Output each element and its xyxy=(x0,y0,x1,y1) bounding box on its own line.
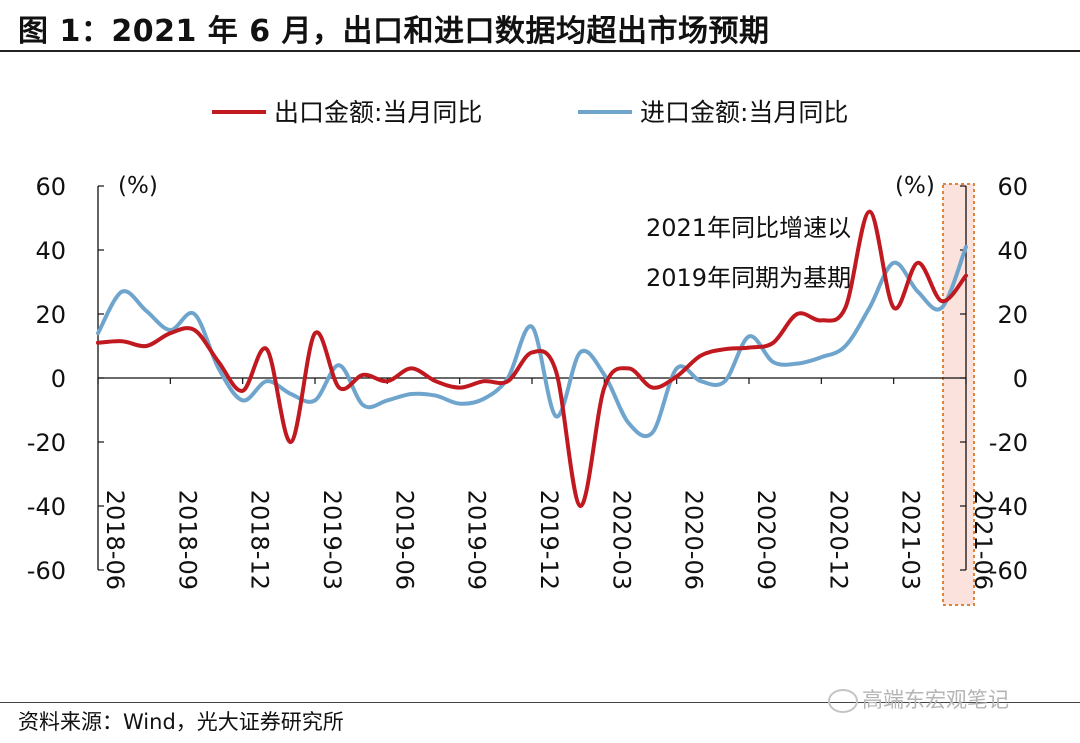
watermark-text: 高端东宏观笔记 xyxy=(862,688,1009,712)
right-y-tick-label: 20 xyxy=(997,301,1028,329)
x-tick-label: 2021-06 xyxy=(969,490,997,590)
x-tick-label: 2019-03 xyxy=(318,490,346,590)
figure-title: 图 1：2021 年 6 月，出口和进口数据均超出市场预期 xyxy=(18,14,770,49)
legend-import-label: 进口金额:当月同比 xyxy=(640,98,848,127)
x-tick-label: 2018-12 xyxy=(246,490,274,590)
right-y-tick-label: 0 xyxy=(1013,365,1028,393)
footer-divider xyxy=(0,702,1080,703)
right-axis-unit: (%) xyxy=(895,173,935,199)
left-axis-unit: (%) xyxy=(118,173,158,199)
x-tick-label: 2020-06 xyxy=(680,490,708,590)
highlight-band xyxy=(942,183,975,606)
left-y-tick-label: -20 xyxy=(27,429,66,457)
x-tick-label: 2020-09 xyxy=(752,490,780,590)
x-tick-label: 2020-03 xyxy=(607,490,635,590)
legend-export-label: 出口金额:当月同比 xyxy=(274,98,482,127)
left-y-tick-label: 20 xyxy=(35,301,66,329)
left-y-tick-label: 0 xyxy=(51,365,66,393)
annotation-line: 2021年同比增速以 xyxy=(646,214,851,242)
right-y-tick-label: -20 xyxy=(989,429,1028,457)
x-tick-label: 2018-06 xyxy=(101,490,129,590)
x-tick-label: 2018-09 xyxy=(173,490,201,590)
right-y-tick-label: 40 xyxy=(997,237,1028,265)
left-y-tick-label: -60 xyxy=(27,557,66,585)
annotation-line: 2019年同期为基期 xyxy=(646,264,851,292)
x-tick-label: 2020-12 xyxy=(824,490,852,590)
left-y-tick-label: 40 xyxy=(35,237,66,265)
import-yoy-line xyxy=(96,244,968,439)
right-y-tick-label: 60 xyxy=(997,173,1028,201)
right-y-tick-label: -60 xyxy=(989,557,1028,585)
export-yoy-line xyxy=(96,209,968,509)
left-y-tick-label: 60 xyxy=(35,173,66,201)
wechat-icon xyxy=(828,689,858,713)
right-y-tick-label: -40 xyxy=(989,493,1028,521)
title-divider xyxy=(0,50,1080,52)
x-tick-label: 2019-06 xyxy=(390,490,418,590)
left-y-tick-label: -40 xyxy=(27,493,66,521)
x-tick-label: 2019-12 xyxy=(535,490,563,590)
x-tick-label: 2019-09 xyxy=(463,490,491,590)
watermark: 高端东宏观笔记 xyxy=(828,684,1009,714)
x-tick-label: 2021-03 xyxy=(897,490,925,590)
source-note: 资料来源：Wind，光大证券研究所 xyxy=(18,710,344,734)
